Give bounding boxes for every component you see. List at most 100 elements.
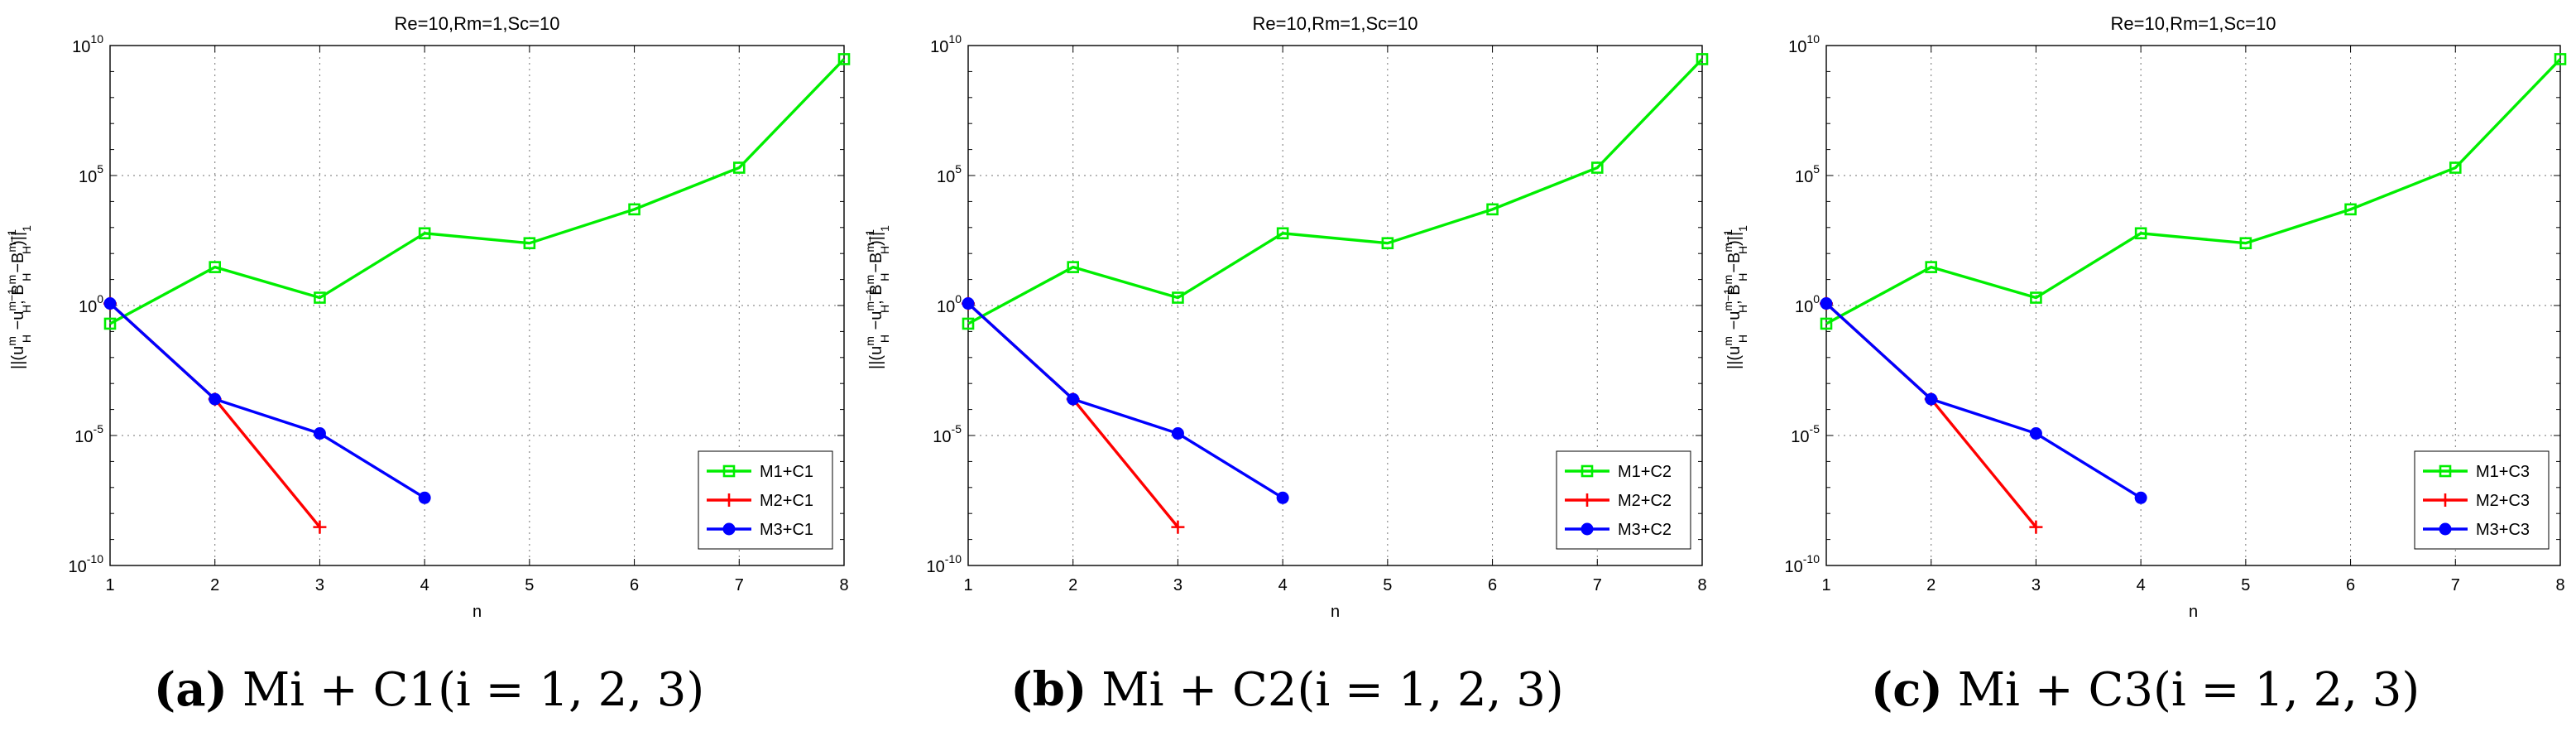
data-point-square: [314, 291, 326, 304]
data-point-square: [1590, 161, 1604, 174]
caption-tag: (a): [153, 662, 228, 717]
data-point-circle: [209, 392, 222, 406]
legend-label: M1+C2: [1618, 463, 1672, 481]
data-point-circle: [1925, 392, 1938, 406]
data-point-circle: [1067, 392, 1080, 406]
y-tick-label: 10-5: [933, 422, 962, 446]
x-tick-label: 1: [1821, 576, 1830, 594]
legend-label: M3+C1: [760, 521, 813, 539]
data-point-circle: [2134, 491, 2147, 504]
x-tick-label: 5: [2241, 576, 2250, 594]
y-tick-label: 10-5: [1791, 422, 1820, 446]
y-axis-label: ||(um H −um−1 H, Bm H−Bm−1 H)||1: [1721, 225, 1749, 369]
x-tick-label: 6: [1488, 576, 1497, 594]
data-point-circle: [2029, 427, 2042, 440]
data-point-square: [2554, 53, 2567, 65]
y-tick-label: 105: [937, 162, 962, 186]
series-line: [1825, 302, 2142, 499]
x-tick-label: 8: [1697, 576, 1706, 594]
data-point-square: [2030, 291, 2042, 304]
y-axis-label: ||(um H −um−1 H, Bm H−Bm−1 H)||1: [5, 225, 33, 369]
data-point-circle: [1820, 297, 1833, 310]
x-tick-label: 7: [735, 576, 744, 594]
legend-label: M2+C1: [760, 492, 813, 510]
y-tick-label: 1010: [1788, 32, 1820, 56]
y-tick-label: 105: [79, 162, 103, 186]
x-tick-label: 8: [839, 576, 848, 594]
caption-text: Mi + C2(i = 1, 2, 3): [1101, 663, 1564, 717]
legend-label: M3+C3: [2476, 521, 2530, 539]
x-tick-label: 7: [1593, 576, 1602, 594]
data-point-square: [2239, 237, 2252, 250]
data-point-square: [962, 317, 975, 330]
series-line: [1825, 58, 2562, 325]
caption-tag: (b): [1010, 662, 1087, 717]
legend-marker-plus: [2439, 493, 2452, 507]
x-tick-label: 4: [2137, 576, 2146, 594]
legend-label: M3+C2: [1618, 521, 1672, 539]
data-point-plus: [2029, 520, 2043, 534]
data-point-square: [1696, 53, 1709, 65]
data-point-square: [732, 161, 746, 174]
x-tick-label: 5: [525, 576, 534, 594]
chart-b: Re=10,Rm=1,Sc=10 1 2 3 4 5 6 7 8 1010 105 100 10-5 10…: [863, 13, 1709, 621]
data-point-circle: [418, 491, 431, 504]
subfigure-c: Re=10,Rm=1,Sc=10 1 2 3 4 5 6 7 8 1010 105 100 10-5 10…: [1716, 0, 2574, 741]
y-tick-label: 10-5: [74, 422, 103, 446]
x-tick-label: 4: [1278, 576, 1288, 594]
data-point-circle: [103, 297, 117, 310]
series-line: [109, 58, 846, 325]
data-point-square: [1820, 317, 1833, 330]
data-point-square: [209, 261, 222, 273]
y-tick-label: 1010: [72, 32, 103, 56]
data-point-square: [1381, 237, 1394, 250]
x-tick-label: 7: [2451, 576, 2460, 594]
x-tick-label: 4: [420, 576, 429, 594]
data-point-plus: [313, 520, 327, 534]
chart-title: Re=10,Rm=1,Sc=10: [1253, 13, 1418, 34]
x-tick-label: 8: [2555, 576, 2564, 594]
subfigure-a: Re=10,Rm=1,Sc=10 1 2 3 4 5 6 7 8 1010 105 100 10-5 10…: [0, 0, 858, 741]
caption-b: (b) Mi + C2(i = 1, 2, 3): [858, 662, 1716, 717]
data-point-square: [628, 203, 640, 216]
data-point-circle: [313, 427, 326, 440]
y-tick-label: 100: [937, 292, 962, 316]
y-tick-label: 10-10: [927, 552, 962, 576]
legend-marker-square: [1581, 464, 1594, 478]
x-tick-label: 5: [1383, 576, 1392, 594]
series-line: [967, 302, 1284, 499]
legend-marker-circle: [2439, 522, 2452, 536]
data-point-circle: [1276, 491, 1289, 504]
caption-text: Mi + C1(i = 1, 2, 3): [242, 663, 705, 717]
legend-marker-square: [722, 464, 736, 478]
y-tick-label: 1010: [930, 32, 962, 56]
legend-marker-plus: [1581, 493, 1594, 507]
y-tick-label: 10-10: [69, 552, 104, 576]
chart-c: Re=10,Rm=1,Sc=10 1 2 3 4 5 6 7 8 1010 105 100 10-5 10…: [1721, 13, 2567, 621]
caption-text: Mi + C3(i = 1, 2, 3): [1957, 663, 2420, 717]
caption-a: (a) Mi + C1(i = 1, 2, 3): [0, 662, 858, 717]
x-tick-label: 2: [1068, 576, 1077, 594]
data-point-square: [1276, 227, 1289, 240]
x-tick-label: 1: [105, 576, 114, 594]
caption-tag: (c): [1870, 662, 1943, 717]
data-point-square: [837, 53, 851, 65]
data-point-square: [103, 317, 117, 330]
x-tick-label: 2: [210, 576, 219, 594]
data-point-square: [1067, 261, 1080, 273]
x-axis-label: n: [1331, 603, 1340, 621]
y-tick-label: 105: [1795, 162, 1820, 186]
data-point-square: [1172, 291, 1184, 304]
y-tick-label: 100: [79, 292, 103, 316]
legend-label: M1+C3: [2476, 463, 2530, 481]
legend-label: M2+C2: [1618, 492, 1672, 510]
data-point-square: [1925, 261, 1938, 273]
x-axis-label: n: [2189, 603, 2198, 621]
x-tick-label: 6: [2346, 576, 2355, 594]
data-point-square: [418, 227, 431, 240]
legend-marker-plus: [722, 493, 736, 507]
data-point-square: [523, 237, 536, 250]
y-tick-label: 10-10: [1785, 552, 1820, 576]
subfigure-b: Re=10,Rm=1,Sc=10 1 2 3 4 5 6 7 8 1010 105 100 10-5 10…: [858, 0, 1716, 741]
caption-c: (c) Mi + C3(i = 1, 2, 3): [1716, 662, 2574, 717]
